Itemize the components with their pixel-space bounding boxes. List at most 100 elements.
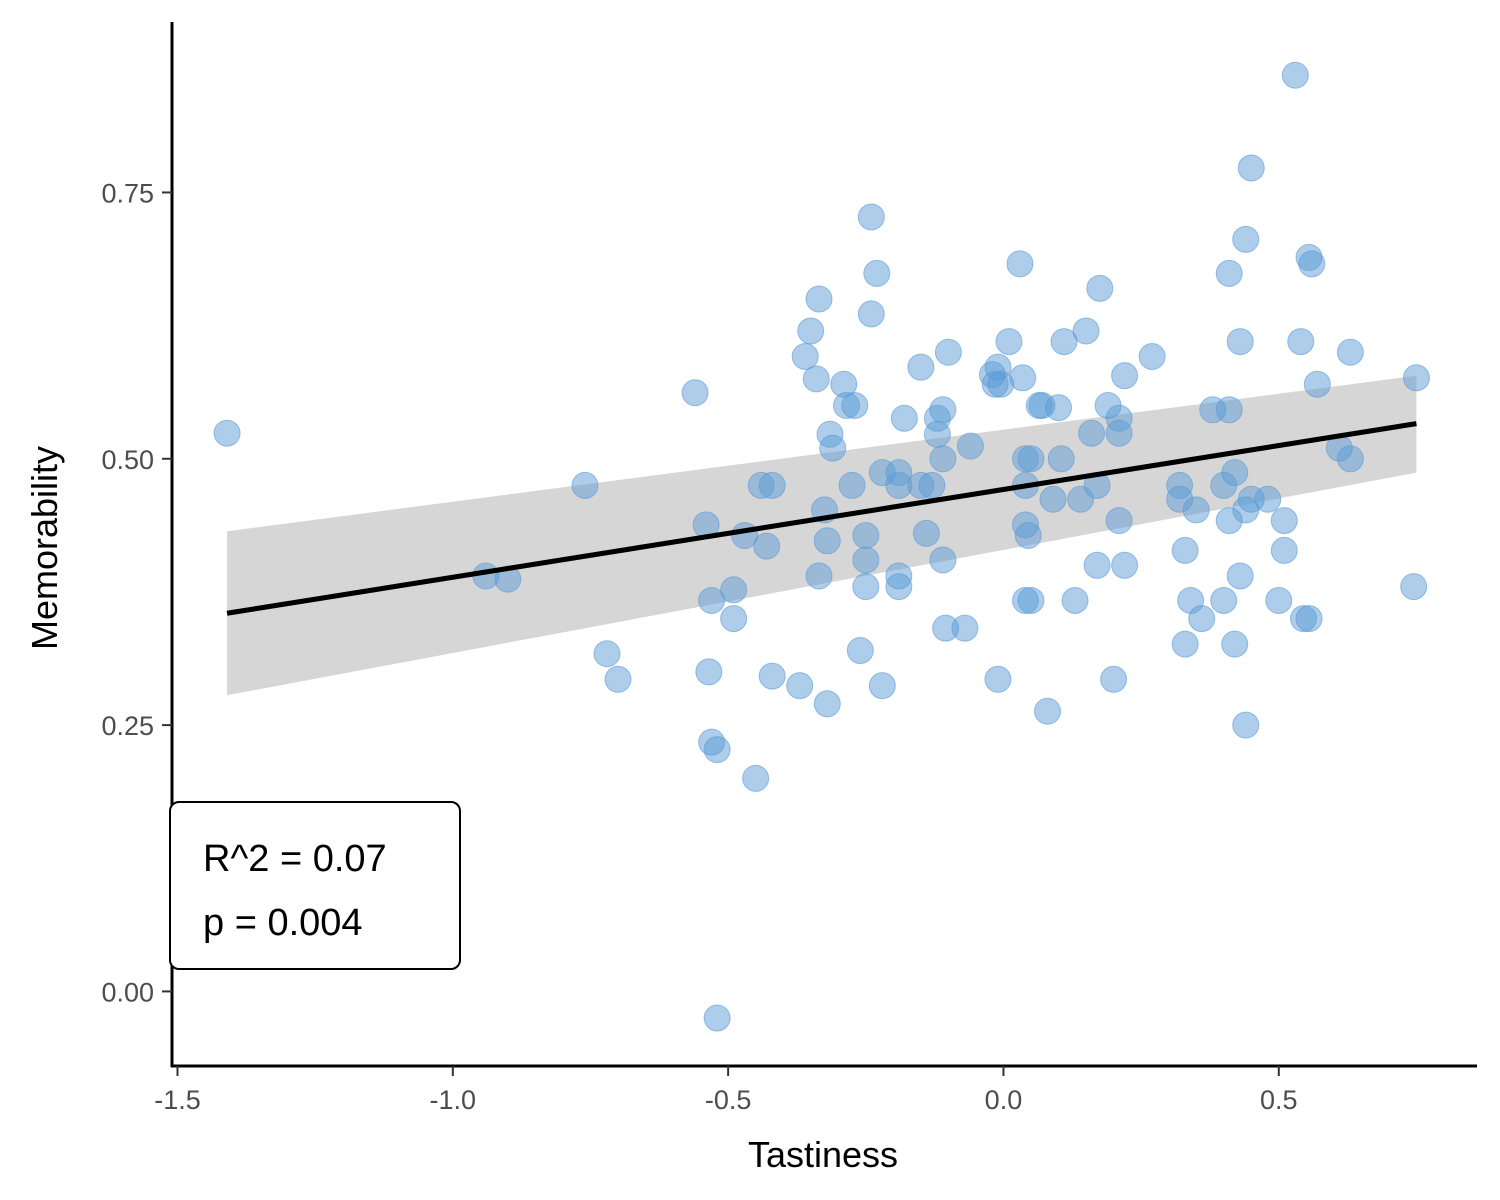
- data-point: [698, 586, 726, 614]
- x-tick-label: -1.0: [430, 1085, 477, 1115]
- data-point: [1105, 419, 1133, 447]
- data-point: [929, 445, 957, 473]
- data-point: [951, 614, 979, 642]
- data-point: [593, 640, 621, 668]
- x-tick-label: 0.0: [985, 1085, 1023, 1115]
- data-point: [1232, 711, 1260, 739]
- r-squared-label: R^2 = 0.07: [203, 838, 387, 880]
- regression-line-layer: [226, 421, 1417, 616]
- y-tick-label: 0.50: [101, 445, 154, 475]
- data-point: [857, 203, 885, 231]
- data-point: [703, 736, 731, 764]
- y-tick-label: 0.00: [101, 977, 154, 1007]
- data-point: [984, 665, 1012, 693]
- data-point: [1270, 507, 1298, 535]
- data-point: [1188, 605, 1216, 633]
- data-point: [1295, 605, 1323, 633]
- data-point: [1047, 445, 1075, 473]
- data-point: [1336, 338, 1364, 366]
- data-point: [1017, 586, 1045, 614]
- data-point: [805, 285, 833, 313]
- data-point: [819, 434, 847, 462]
- data-point: [758, 662, 786, 690]
- p-value-label: p = 0.004: [203, 902, 363, 944]
- data-point: [604, 665, 632, 693]
- data-point: [1182, 496, 1210, 524]
- data-point: [1138, 343, 1166, 371]
- data-point: [1034, 697, 1062, 725]
- data-point: [1039, 485, 1067, 513]
- data-point: [1265, 586, 1293, 614]
- data-point: [1086, 274, 1114, 302]
- data-point: [1232, 225, 1260, 253]
- data-point: [841, 392, 869, 420]
- y-tick-label: 0.75: [101, 178, 154, 208]
- data-point: [1006, 250, 1034, 278]
- data-point: [1210, 586, 1238, 614]
- data-point: [797, 317, 825, 345]
- data-point: [1111, 551, 1139, 579]
- data-point: [907, 353, 935, 381]
- data-point: [1221, 459, 1249, 487]
- data-point: [956, 432, 984, 460]
- data-point: [1045, 394, 1073, 422]
- data-point: [1400, 573, 1428, 601]
- data-point: [1009, 364, 1037, 392]
- data-point: [852, 573, 880, 601]
- data-point: [1014, 521, 1042, 549]
- y-axis-title: Memorability: [24, 446, 65, 650]
- data-point: [923, 420, 951, 448]
- data-point: [571, 471, 599, 499]
- data-point: [1402, 364, 1430, 392]
- data-point: [868, 672, 896, 700]
- data-point: [720, 576, 748, 604]
- data-point: [1298, 250, 1326, 278]
- data-point: [1254, 485, 1282, 513]
- data-point: [1050, 328, 1078, 356]
- data-point: [213, 419, 241, 447]
- data-point: [918, 471, 946, 499]
- x-tick-label: 0.5: [1260, 1085, 1298, 1115]
- data-point: [852, 546, 880, 574]
- data-point: [1270, 536, 1298, 564]
- data-point: [1100, 665, 1128, 693]
- data-point: [912, 519, 940, 547]
- data-point: [995, 328, 1023, 356]
- data-point: [1215, 396, 1243, 424]
- data-point: [703, 1004, 731, 1032]
- data-point: [846, 637, 874, 665]
- data-point: [1171, 630, 1199, 658]
- data-point: [1303, 370, 1331, 398]
- data-point: [857, 300, 885, 328]
- y-tick-label: 0.25: [101, 711, 154, 741]
- data-point: [1111, 362, 1139, 390]
- data-point: [813, 527, 841, 555]
- x-tick-label: -0.5: [705, 1085, 752, 1115]
- data-point: [1226, 562, 1254, 590]
- data-point: [720, 605, 748, 633]
- data-point: [1215, 259, 1243, 287]
- data-point: [885, 573, 913, 601]
- x-tick-label: -1.5: [154, 1085, 201, 1115]
- data-point: [1061, 586, 1089, 614]
- data-point: [1226, 328, 1254, 356]
- data-point: [753, 532, 781, 560]
- data-point: [742, 764, 770, 792]
- data-point: [1078, 419, 1106, 447]
- data-point: [929, 396, 957, 424]
- data-point: [1072, 317, 1100, 345]
- x-axis-title: Tastiness: [748, 1134, 898, 1175]
- regression-line: [226, 421, 1417, 616]
- stats-box: [169, 801, 461, 970]
- data-point: [1221, 630, 1249, 658]
- points-layer: [213, 61, 1430, 1032]
- data-point: [758, 471, 786, 499]
- data-point: [1105, 507, 1133, 535]
- data-point: [791, 343, 819, 371]
- data-point: [890, 404, 918, 432]
- data-point: [786, 672, 814, 700]
- data-point: [1281, 61, 1309, 89]
- data-point: [805, 562, 833, 590]
- data-point: [863, 259, 891, 287]
